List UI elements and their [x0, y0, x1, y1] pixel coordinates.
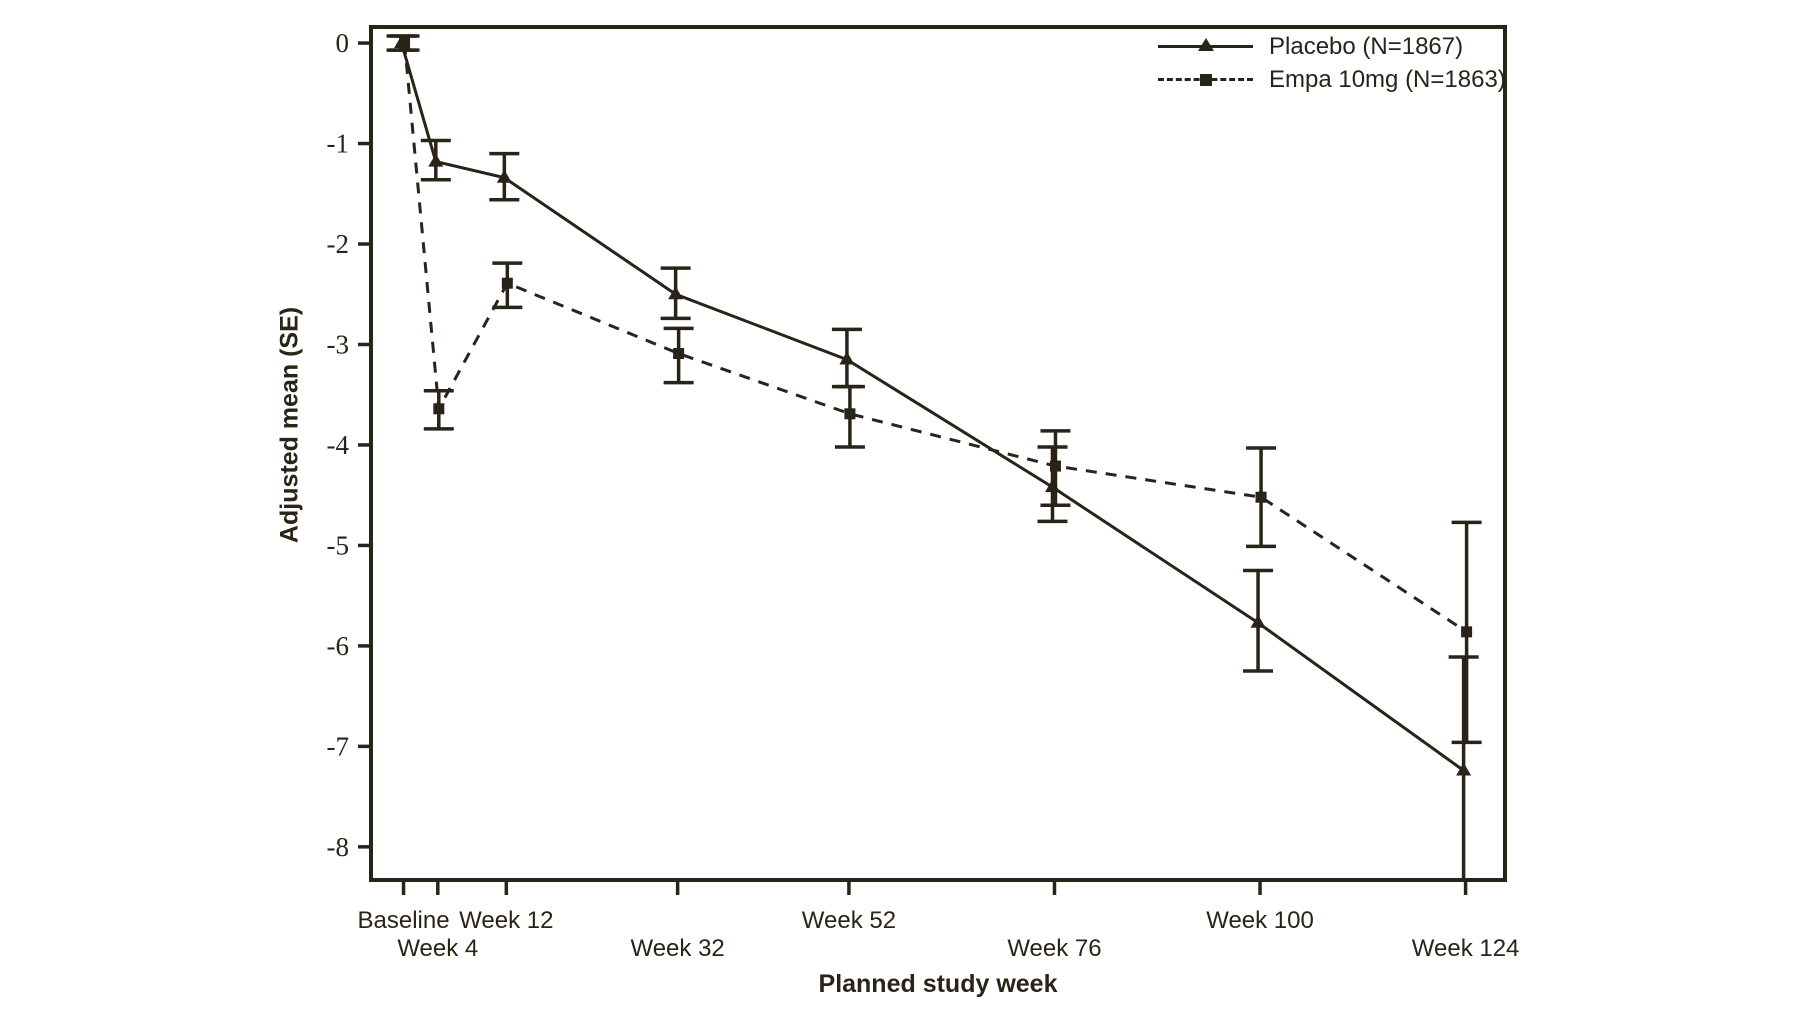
triangle-marker	[839, 351, 855, 365]
series-empa	[389, 34, 1482, 745]
square-marker	[1049, 460, 1061, 472]
x-tick-label: Baseline	[358, 907, 450, 934]
series-line	[403, 42, 1468, 634]
triangle-marker	[496, 169, 512, 183]
y-tick-label: -7	[327, 731, 350, 761]
y-axis-title: Adjusted mean (SE)	[275, 306, 304, 544]
triangle-marker	[668, 286, 684, 300]
square-marker	[501, 277, 513, 289]
square-marker	[844, 408, 856, 420]
square-marker-icon	[1199, 73, 1212, 86]
y-tick-label: -1	[327, 129, 350, 159]
series-placebo	[386, 34, 1479, 880]
square-marker	[433, 403, 445, 415]
square-marker	[1255, 491, 1267, 503]
square-marker	[673, 348, 685, 360]
square-marker	[1461, 626, 1473, 638]
x-tick-label: Week 124	[1412, 935, 1520, 962]
y-tick-label: -5	[327, 530, 350, 560]
legend: Placebo (N=1867) Empa 10mg (N=1863)	[1158, 30, 1506, 96]
y-tick-label: -4	[327, 430, 350, 460]
y-tick-label: -3	[327, 329, 350, 359]
legend-sample-solid-line	[1158, 36, 1253, 58]
x-tick-label: Week 52	[802, 907, 896, 934]
legend-label-placebo: Placebo (N=1867)	[1269, 32, 1464, 60]
x-axis-title: Planned study week	[818, 970, 1058, 998]
legend-item-empa: Empa 10mg (N=1863)	[1158, 63, 1506, 96]
series-line	[400, 42, 1465, 772]
y-axis: 0 -1 -2 -3 -4 -5 -6 -7 -8	[327, 28, 371, 862]
y-tick-label: -6	[327, 631, 350, 661]
triangle-marker	[1250, 614, 1266, 628]
x-tick-label: Week 4	[397, 935, 478, 962]
triangle-marker	[1456, 762, 1472, 776]
triangle-marker	[428, 153, 444, 167]
y-tick-label: -2	[327, 229, 350, 259]
x-tick-label: Week 12	[459, 907, 553, 934]
x-tick-label: Week 32	[630, 935, 724, 962]
plot-border	[369, 25, 1507, 882]
triangle-marker-icon	[1197, 37, 1214, 51]
y-tick-label: -8	[327, 832, 350, 862]
x-tick-label: Week 76	[1007, 935, 1101, 962]
y-tick-label: 0	[336, 28, 350, 58]
legend-item-placebo: Placebo (N=1867)	[1158, 30, 1506, 63]
legend-label-empa: Empa 10mg (N=1863)	[1269, 65, 1506, 93]
x-tick-label: Week 100	[1206, 907, 1314, 934]
square-marker	[399, 37, 411, 49]
legend-sample-dashed-line	[1158, 69, 1253, 91]
